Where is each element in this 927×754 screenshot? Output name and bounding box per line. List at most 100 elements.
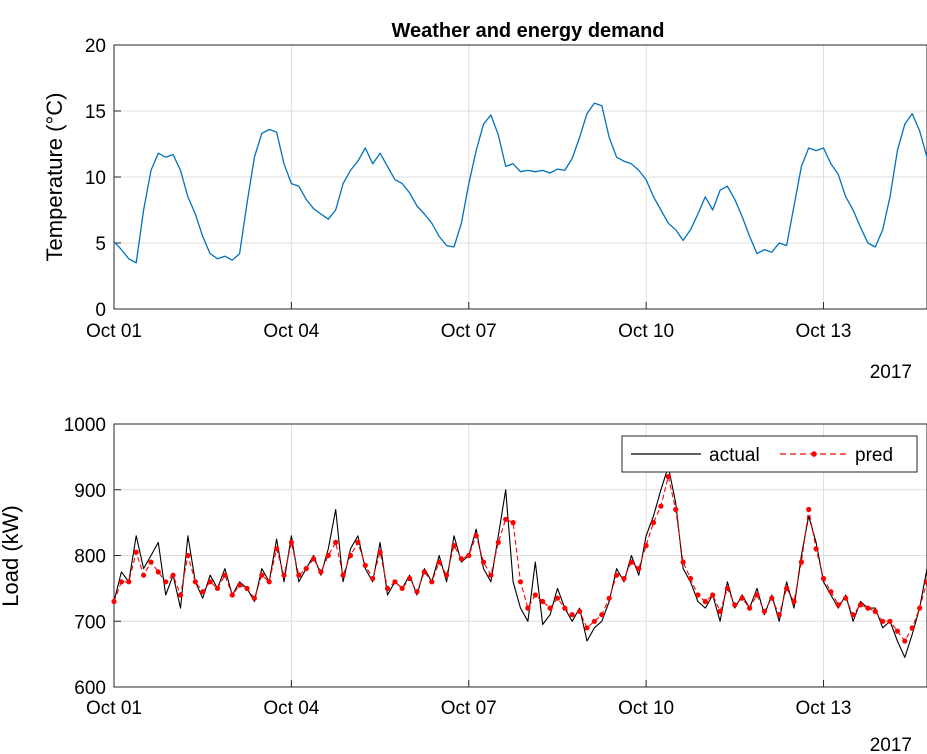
data-point <box>687 575 694 582</box>
data-point <box>917 605 923 611</box>
x-tick-label: Oct 04 <box>263 698 319 719</box>
data-point <box>399 585 405 592</box>
data-point <box>510 520 516 526</box>
y-tick-label: 5 <box>95 234 106 255</box>
data-point <box>665 474 671 480</box>
data-point <box>562 605 568 611</box>
data-point <box>695 592 701 598</box>
series-group <box>113 102 927 264</box>
data-point <box>554 595 561 601</box>
data-point <box>118 579 124 585</box>
y-axis-label: Load (kW) <box>0 505 23 606</box>
data-point <box>658 503 664 509</box>
data-point <box>163 579 169 585</box>
data-point <box>274 546 280 552</box>
data-point <box>894 628 901 634</box>
data-point <box>244 585 250 592</box>
data-point <box>835 602 841 608</box>
data-point <box>207 579 213 585</box>
data-point <box>451 543 457 549</box>
data-point <box>495 539 501 546</box>
data-point <box>311 556 317 562</box>
data-point <box>414 589 420 595</box>
data-point <box>333 539 339 546</box>
data-point <box>251 595 257 601</box>
data-point <box>340 572 346 578</box>
data-point <box>214 585 221 592</box>
data-point <box>170 572 176 578</box>
y-axis-label: Temperature (°C) <box>42 93 67 262</box>
x-tick-label: Oct 10 <box>618 698 674 719</box>
data-point <box>318 569 324 575</box>
y-tick-label: 20 <box>85 36 106 57</box>
y-tick-label: 0 <box>95 300 106 321</box>
temperature-chart: Weather and energy demand 0 5 10 15 20 Oct 01… <box>42 20 927 383</box>
x-tick-label: Oct 07 <box>441 698 497 719</box>
data-point <box>296 572 302 578</box>
data-point <box>436 559 442 565</box>
chart-title: Weather and energy demand <box>391 20 664 42</box>
series-line-actual <box>113 466 927 658</box>
series-group <box>111 466 927 658</box>
grid <box>114 45 927 309</box>
data-point <box>872 608 878 615</box>
data-point <box>761 608 768 615</box>
data-point <box>650 520 657 526</box>
data-point <box>547 605 553 611</box>
x-tick-label: Oct 01 <box>86 698 142 719</box>
axis-ticks: 600 700 800 900 1000 Oct 01 Oct 04 Oct 07 Oct 10… <box>64 415 852 719</box>
data-point <box>806 506 812 513</box>
data-point <box>880 618 886 624</box>
data-point <box>347 552 354 559</box>
data-point <box>266 579 272 585</box>
data-point <box>177 592 184 598</box>
data-point <box>754 592 760 598</box>
data-point <box>480 559 487 565</box>
data-point <box>732 602 738 608</box>
data-point <box>591 618 598 624</box>
y-tick-label: 10 <box>85 168 106 189</box>
data-point <box>902 638 908 644</box>
data-point <box>636 566 642 572</box>
data-point <box>355 539 361 546</box>
x-tick-label: Oct 01 <box>86 321 142 342</box>
data-point <box>192 579 198 585</box>
data-point <box>769 595 775 601</box>
data-point <box>791 598 797 605</box>
data-point <box>133 549 139 555</box>
data-point <box>606 595 612 601</box>
data-point <box>776 612 782 618</box>
data-point <box>584 625 590 631</box>
data-point <box>362 562 368 569</box>
data-point <box>798 559 805 565</box>
x-tick-label: Oct 13 <box>796 698 852 719</box>
axis-ticks: 0 5 10 15 20 Oct 01 Oct 04 Oct 07 Oct 10 Oct 13 <box>85 36 852 342</box>
data-point <box>200 589 206 595</box>
data-point <box>887 618 893 624</box>
data-point <box>259 572 265 578</box>
x-secondary-label: 2017 <box>870 362 912 383</box>
data-point <box>747 605 753 611</box>
data-point <box>473 533 479 539</box>
y-tick-label: 700 <box>74 612 106 633</box>
data-point <box>444 572 450 578</box>
y-tick-label: 800 <box>74 547 106 568</box>
data-point <box>710 592 716 598</box>
data-point <box>458 556 464 562</box>
x-tick-label: Oct 13 <box>796 321 852 342</box>
series-line-temperature <box>113 102 927 264</box>
data-point <box>739 595 745 601</box>
x-secondary-label: 2017 <box>870 735 912 754</box>
y-tick-label: 900 <box>74 481 106 502</box>
data-point <box>525 605 531 611</box>
data-point <box>724 585 731 592</box>
data-point <box>924 579 927 585</box>
data-point <box>614 572 620 578</box>
legend-marker-pred <box>811 451 817 457</box>
data-point <box>325 552 331 559</box>
x-tick-label: Oct 07 <box>441 321 497 342</box>
data-point <box>155 569 161 575</box>
data-point <box>384 585 391 592</box>
data-point <box>237 582 243 588</box>
